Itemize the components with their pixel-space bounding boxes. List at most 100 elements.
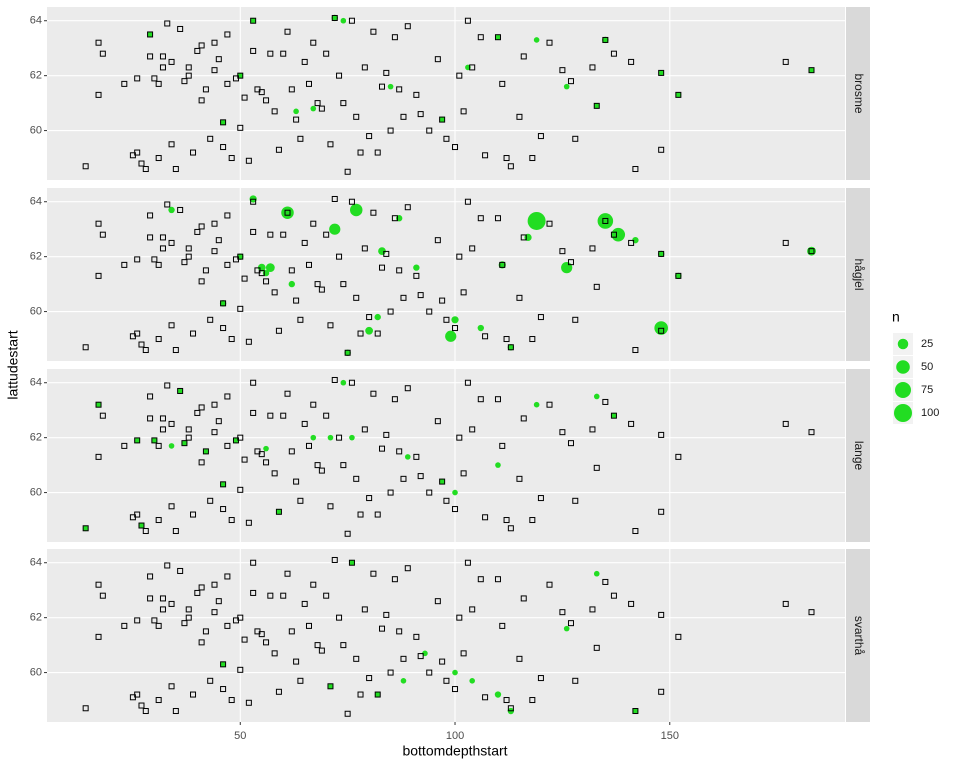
station-point bbox=[224, 80, 231, 87]
station-point bbox=[224, 31, 231, 38]
station-point bbox=[185, 64, 192, 71]
legend-label: 25 bbox=[921, 338, 933, 350]
count-point bbox=[439, 116, 445, 123]
station-point bbox=[464, 198, 471, 205]
station-point bbox=[404, 23, 411, 30]
station-point bbox=[628, 58, 635, 65]
station-point bbox=[443, 677, 450, 684]
station-point bbox=[469, 64, 476, 71]
x-tick-label: 50 bbox=[234, 730, 246, 742]
station-point bbox=[379, 445, 386, 452]
count-point bbox=[597, 213, 614, 229]
station-point bbox=[237, 434, 244, 441]
station-point bbox=[808, 67, 815, 74]
station-point bbox=[172, 528, 179, 535]
station-point bbox=[263, 278, 270, 285]
station-point bbox=[658, 431, 665, 438]
count-point bbox=[177, 388, 183, 394]
station-point bbox=[134, 75, 141, 82]
station-point bbox=[344, 349, 351, 356]
station-point bbox=[164, 201, 171, 208]
station-point bbox=[336, 434, 343, 441]
station-point bbox=[520, 53, 527, 60]
station-point bbox=[250, 228, 257, 235]
station-point bbox=[477, 34, 484, 41]
station-point bbox=[507, 525, 514, 532]
y-tick-label: 64 bbox=[30, 196, 42, 208]
station-point bbox=[370, 209, 377, 216]
station-point bbox=[602, 217, 609, 224]
station-point bbox=[250, 198, 257, 205]
station-point bbox=[499, 442, 506, 449]
station-point bbox=[572, 316, 579, 323]
station-point bbox=[396, 86, 403, 93]
station-point bbox=[99, 231, 106, 238]
station-point bbox=[228, 697, 235, 704]
station-point bbox=[464, 559, 471, 566]
station-point bbox=[159, 64, 166, 71]
station-point bbox=[245, 699, 252, 706]
station-point bbox=[211, 429, 218, 436]
station-point bbox=[224, 442, 231, 449]
station-point bbox=[224, 573, 231, 580]
station-point bbox=[379, 83, 386, 90]
station-point bbox=[366, 133, 373, 140]
station-point bbox=[310, 220, 317, 227]
station-point bbox=[185, 434, 192, 441]
station-point bbox=[198, 278, 205, 285]
station-point bbox=[177, 25, 184, 32]
station-point bbox=[318, 467, 325, 474]
station-point bbox=[374, 511, 381, 518]
count-point bbox=[327, 683, 334, 690]
legend-point bbox=[894, 404, 912, 422]
station-point bbox=[344, 530, 351, 537]
station-point bbox=[426, 308, 433, 315]
station-point bbox=[99, 50, 106, 57]
station-point bbox=[138, 522, 145, 529]
station-point bbox=[211, 220, 218, 227]
station-point bbox=[211, 39, 218, 46]
station-point bbox=[336, 614, 343, 621]
station-point bbox=[237, 486, 244, 493]
station-point bbox=[267, 592, 274, 599]
station-point bbox=[589, 426, 596, 433]
station-point bbox=[323, 412, 330, 419]
station-point bbox=[172, 347, 179, 354]
station-point bbox=[632, 347, 639, 354]
station-point bbox=[782, 420, 789, 427]
station-point bbox=[516, 294, 523, 301]
station-point bbox=[546, 581, 553, 588]
station-point bbox=[271, 470, 278, 477]
station-point bbox=[537, 314, 544, 321]
station-point bbox=[168, 420, 175, 427]
station-point bbox=[456, 253, 463, 260]
station-point bbox=[134, 437, 141, 444]
station-point bbox=[215, 237, 222, 244]
count-point bbox=[593, 570, 600, 577]
station-point bbox=[443, 135, 450, 142]
count-point bbox=[374, 691, 381, 698]
station-point bbox=[452, 506, 459, 513]
station-point bbox=[224, 622, 231, 629]
station-point bbox=[632, 166, 639, 173]
station-point bbox=[503, 155, 510, 162]
station-point bbox=[357, 149, 364, 156]
station-point bbox=[374, 149, 381, 156]
station-point bbox=[460, 289, 467, 296]
station-point bbox=[361, 64, 368, 71]
facet-label: lange bbox=[852, 441, 866, 471]
station-point bbox=[366, 314, 373, 321]
station-point bbox=[370, 28, 377, 35]
station-point bbox=[417, 473, 424, 480]
station-point bbox=[168, 503, 175, 510]
station-point bbox=[361, 606, 368, 613]
station-point bbox=[82, 525, 89, 532]
station-point bbox=[280, 50, 287, 57]
station-point bbox=[220, 686, 227, 693]
station-point bbox=[159, 245, 166, 252]
station-point bbox=[82, 705, 89, 712]
station-point bbox=[280, 412, 287, 419]
station-point bbox=[267, 231, 274, 238]
station-point bbox=[181, 440, 188, 447]
